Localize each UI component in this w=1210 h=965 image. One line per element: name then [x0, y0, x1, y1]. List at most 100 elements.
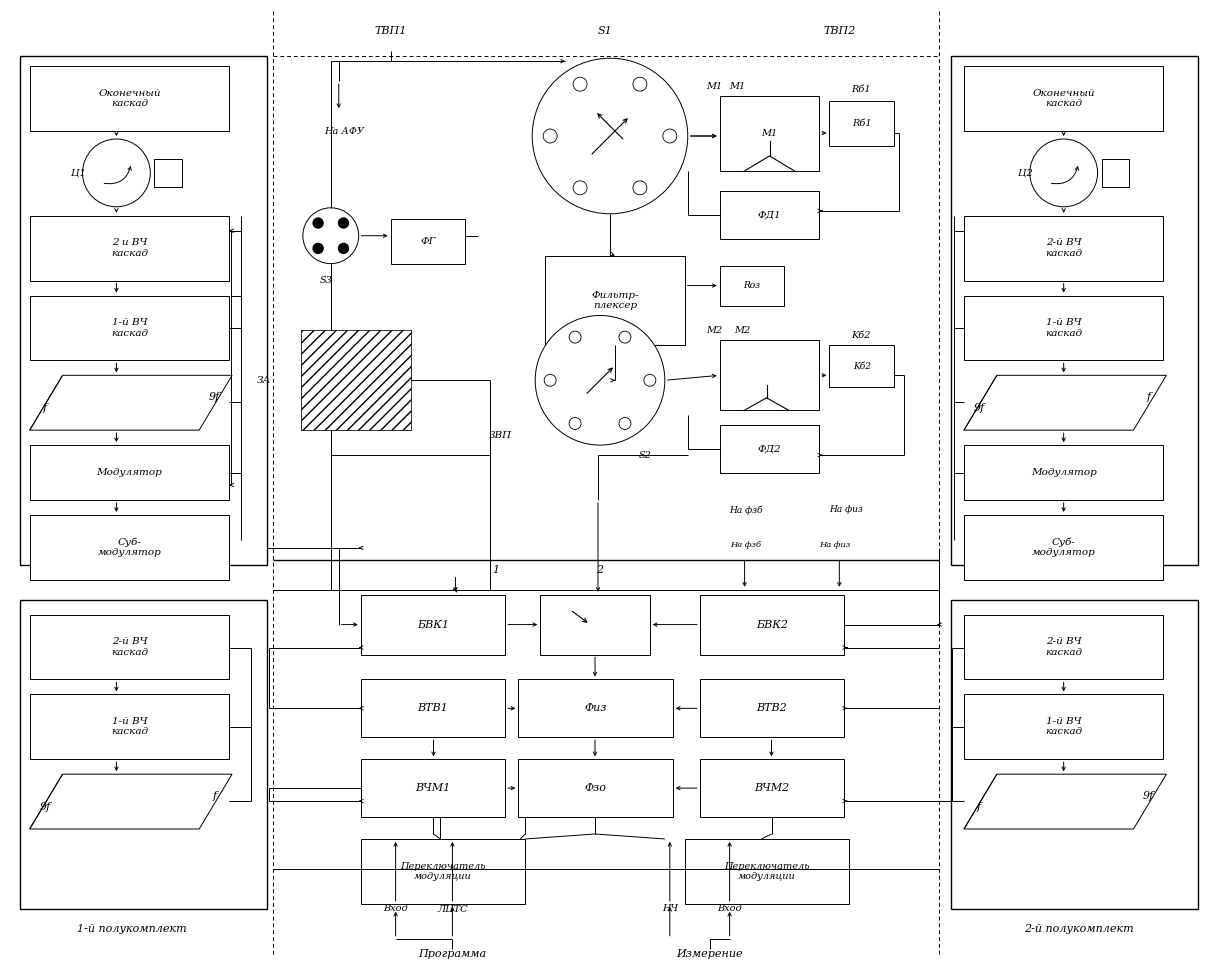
Text: 9f: 9f: [974, 403, 985, 413]
Text: 9f: 9f: [208, 392, 220, 402]
Text: Ц2: Ц2: [1019, 169, 1033, 178]
Text: ВТВ2: ВТВ2: [756, 703, 788, 713]
Text: Kб2: Kб2: [853, 362, 871, 371]
Bar: [155, 159, 183, 187]
Polygon shape: [964, 774, 1166, 829]
Bar: [964, 67, 1163, 131]
Bar: [951, 56, 1198, 565]
Text: Φиз: Φиз: [584, 703, 606, 713]
Text: 2-й ВЧ
каскад: 2-й ВЧ каскад: [1045, 238, 1082, 258]
Bar: [829, 101, 894, 146]
Text: Φзо: Φзо: [584, 784, 606, 793]
Text: Ц1: Ц1: [71, 169, 86, 178]
Text: На фзб: На фзб: [730, 540, 761, 549]
Text: ЗА: ЗА: [257, 375, 271, 385]
Text: M1: M1: [707, 82, 722, 91]
Circle shape: [313, 218, 323, 228]
Bar: [720, 191, 819, 238]
Text: ТВП1: ТВП1: [374, 26, 407, 37]
Text: f: f: [42, 403, 47, 413]
Circle shape: [302, 207, 358, 263]
Text: ТВП2: ТВП2: [823, 26, 855, 37]
Text: 1-й ВЧ
каскад: 1-й ВЧ каскад: [1045, 717, 1082, 736]
Text: f: f: [976, 802, 981, 813]
Text: На физ: На физ: [829, 506, 863, 514]
Text: Оконечный
каскад: Оконечный каскад: [98, 89, 161, 108]
Bar: [964, 216, 1163, 281]
Bar: [699, 679, 845, 737]
Text: 1: 1: [491, 565, 499, 575]
Text: БВК1: БВК1: [417, 620, 449, 629]
Text: Модулятор: Модулятор: [1031, 468, 1096, 477]
Circle shape: [339, 218, 348, 228]
Text: f: f: [212, 791, 217, 801]
Text: Переключатель
модуляции: Переключатель модуляции: [725, 862, 809, 881]
Text: ФД1: ФД1: [757, 210, 782, 219]
Bar: [546, 256, 685, 345]
Text: 1-й ВЧ
каскад: 1-й ВЧ каскад: [111, 318, 148, 338]
Bar: [720, 96, 819, 171]
Bar: [829, 345, 894, 387]
Text: 2-й ВЧ
каскад: 2-й ВЧ каскад: [1045, 637, 1082, 657]
Text: S1: S1: [598, 26, 612, 37]
Circle shape: [633, 180, 647, 195]
Text: Rб1: Rб1: [852, 85, 871, 94]
Bar: [685, 839, 849, 904]
Circle shape: [574, 77, 587, 91]
Text: ФД2: ФД2: [757, 445, 782, 454]
Circle shape: [532, 58, 687, 214]
Text: Вход: Вход: [718, 904, 742, 913]
Text: 9f: 9f: [39, 802, 51, 813]
Circle shape: [535, 316, 664, 445]
Text: Модулятор: Модулятор: [97, 468, 162, 477]
Bar: [30, 695, 229, 759]
Polygon shape: [30, 774, 232, 829]
Bar: [518, 759, 673, 817]
Text: 2-й полукомплект: 2-й полукомплект: [1024, 924, 1134, 934]
Text: НЧ: НЧ: [662, 904, 678, 913]
Circle shape: [543, 129, 557, 143]
Text: M2: M2: [734, 326, 751, 335]
Text: На физ: На физ: [819, 540, 851, 549]
Bar: [301, 330, 410, 430]
Bar: [720, 265, 784, 306]
Bar: [361, 839, 525, 904]
Circle shape: [633, 77, 647, 91]
Bar: [30, 295, 229, 360]
Text: БВК2: БВК2: [756, 620, 788, 629]
Circle shape: [663, 129, 676, 143]
Text: M2: M2: [707, 326, 722, 335]
Polygon shape: [964, 375, 1166, 430]
Text: Переключатель
модуляции: Переключатель модуляции: [401, 862, 485, 881]
Text: 2 и ВЧ
каскад: 2 и ВЧ каскад: [111, 238, 148, 258]
Text: Kб2: Kб2: [852, 331, 871, 340]
Bar: [30, 445, 229, 500]
Bar: [964, 695, 1163, 759]
Bar: [1101, 159, 1129, 187]
Bar: [19, 599, 267, 909]
Bar: [19, 56, 267, 565]
Text: ФГ: ФГ: [420, 236, 436, 246]
Text: ВТВ1: ВТВ1: [417, 703, 449, 713]
Text: M1: M1: [730, 82, 745, 91]
Bar: [30, 615, 229, 679]
Bar: [30, 216, 229, 281]
Circle shape: [574, 180, 587, 195]
Bar: [30, 67, 229, 131]
Text: ВЧМ2: ВЧМ2: [754, 784, 790, 793]
Text: Суб-
модулятор: Суб- модулятор: [1032, 538, 1095, 557]
Text: 9f: 9f: [1143, 791, 1154, 801]
Bar: [540, 594, 650, 654]
Text: Rб1: Rб1: [852, 119, 871, 128]
Text: S3: S3: [319, 276, 333, 285]
Bar: [964, 515, 1163, 580]
Bar: [699, 759, 845, 817]
Text: На АФУ: На АФУ: [324, 126, 364, 135]
Bar: [518, 679, 673, 737]
Circle shape: [544, 374, 557, 386]
Bar: [720, 426, 819, 473]
Bar: [964, 445, 1163, 500]
Circle shape: [339, 243, 348, 254]
Text: Измерение: Измерение: [676, 949, 743, 958]
Bar: [720, 341, 819, 410]
